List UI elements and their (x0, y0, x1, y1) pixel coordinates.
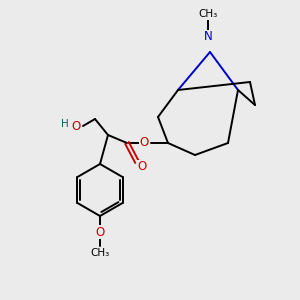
Text: O: O (137, 160, 147, 173)
Text: O: O (71, 119, 81, 133)
Text: O: O (140, 136, 148, 149)
Text: CH₃: CH₃ (198, 9, 218, 19)
Text: O: O (95, 226, 105, 238)
Text: N: N (204, 31, 212, 44)
Text: H: H (61, 119, 69, 129)
Text: CH₃: CH₃ (90, 248, 110, 258)
